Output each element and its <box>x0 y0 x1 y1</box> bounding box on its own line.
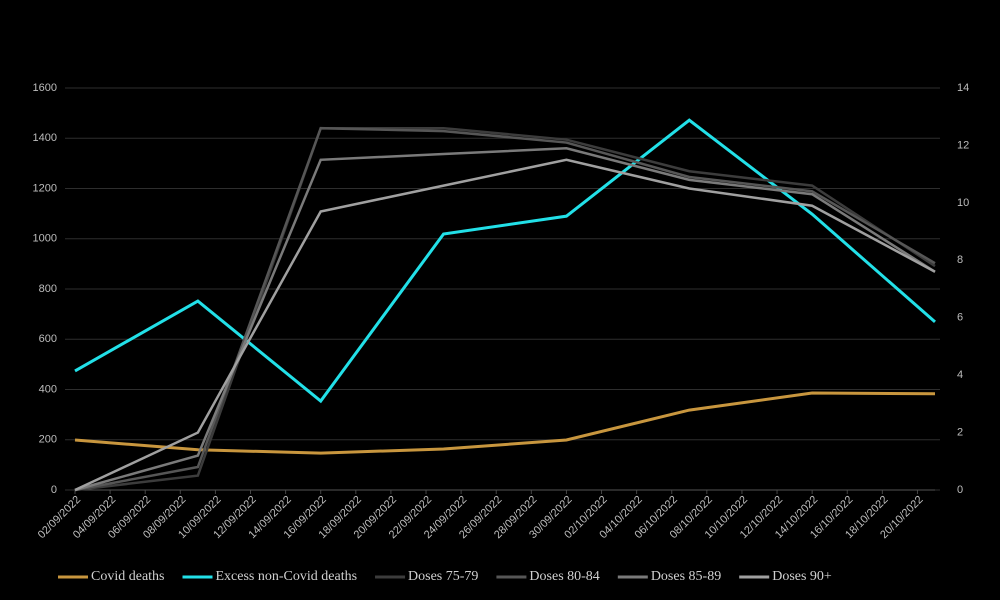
y-tick-label: 1200 <box>33 182 57 194</box>
y2-tick-label: 10 <box>957 197 969 209</box>
y2-tick-label: 2 <box>957 426 963 438</box>
series-line <box>74 126 936 492</box>
legend-label: Covid deaths <box>91 569 165 584</box>
y2-tick-label: 4 <box>957 369 963 381</box>
y-tick-label: 800 <box>39 283 57 295</box>
y2-tick-label: 12 <box>957 139 969 151</box>
y-tick-label: 0 <box>51 484 57 496</box>
series-line <box>74 118 936 404</box>
y2-tick-label: 0 <box>957 484 963 496</box>
legend-label: Doses 85-89 <box>651 569 721 584</box>
series-line <box>74 391 936 455</box>
series-line <box>74 147 936 492</box>
series-line <box>74 158 936 492</box>
legend-label: Excess non-Covid deaths <box>216 569 358 584</box>
y-tick-label: 400 <box>39 383 57 395</box>
series-line <box>74 126 936 492</box>
y2-tick-label: 8 <box>957 254 963 266</box>
y-tick-label: 600 <box>39 333 57 345</box>
y2-tick-label: 14 <box>957 82 969 94</box>
y-tick-label: 1400 <box>33 132 57 144</box>
y2-tick-label: 6 <box>957 312 963 324</box>
y-tick-label: 1000 <box>33 233 57 245</box>
legend-label: Doses 80-84 <box>529 569 599 584</box>
y-tick-label: 1600 <box>33 82 57 94</box>
y-tick-label: 200 <box>39 434 57 446</box>
legend-label: Doses 90+ <box>772 569 832 584</box>
legend-label: Doses 75-79 <box>408 569 478 584</box>
